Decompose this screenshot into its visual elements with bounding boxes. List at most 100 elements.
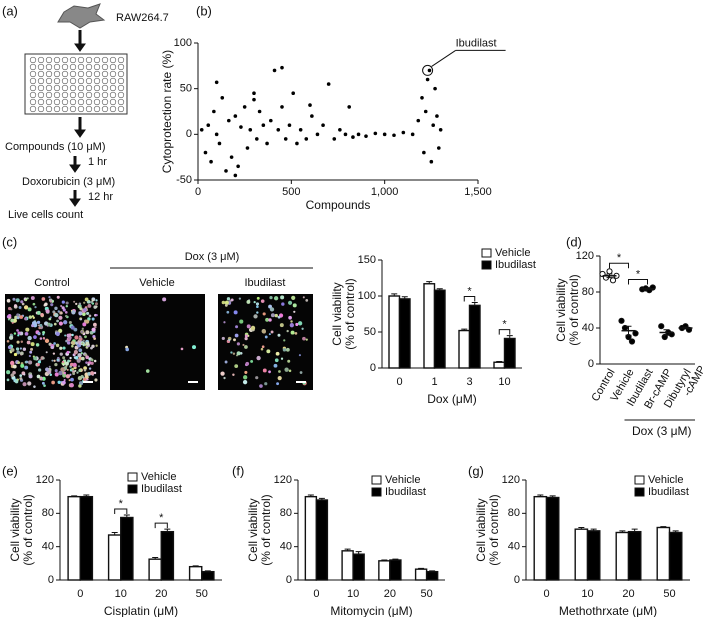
error-bar	[83, 494, 90, 497]
point	[220, 96, 225, 100]
well	[53, 70, 61, 78]
error-bar	[619, 530, 626, 533]
cell-dot	[62, 356, 66, 360]
point	[392, 133, 396, 138]
well	[85, 70, 93, 78]
x-tick-label: 0	[195, 186, 201, 198]
cell-dot	[239, 319, 244, 324]
cell-dot	[242, 380, 248, 385]
cell-dot	[256, 311, 259, 314]
cell-dot	[262, 329, 266, 334]
well	[61, 77, 69, 85]
cell-dot	[297, 321, 303, 326]
error-bar	[663, 329, 670, 336]
cell-dot	[87, 363, 90, 366]
point	[423, 109, 428, 114]
x-tick-label: 1	[431, 376, 437, 388]
error-bar	[111, 532, 118, 535]
well	[93, 84, 101, 92]
y-tick-label: 0	[514, 574, 520, 586]
well	[37, 98, 45, 106]
cell-dot	[38, 368, 42, 372]
point	[227, 118, 231, 123]
cell-dot	[36, 320, 41, 324]
well	[117, 98, 125, 106]
y-tick-label: 80	[42, 507, 54, 519]
y-tick-label: 40	[508, 541, 520, 553]
cell-dot	[40, 377, 43, 381]
cell-dot	[88, 367, 92, 370]
bar	[341, 550, 354, 581]
cell-dot	[280, 357, 284, 360]
cell-dot	[43, 384, 46, 388]
cell-dot	[67, 359, 71, 363]
error-bar	[537, 494, 544, 497]
cell-dot	[256, 296, 260, 300]
cell-dot	[274, 358, 279, 363]
bar	[79, 495, 94, 581]
cell-dot	[80, 330, 84, 334]
cell-dot	[47, 323, 51, 327]
well	[109, 91, 117, 99]
cell-dot	[24, 317, 28, 321]
interval: 12 hr	[88, 191, 113, 203]
cell-dot	[39, 323, 43, 327]
cell-dot	[63, 320, 68, 325]
cell-dot	[6, 370, 11, 375]
well	[69, 70, 77, 78]
error-bar	[204, 570, 211, 572]
x-tick-label: 0	[543, 588, 549, 600]
error-bar	[606, 273, 613, 279]
cell-dot	[281, 302, 285, 306]
cell-dot	[25, 360, 29, 364]
well	[117, 105, 125, 113]
bar	[468, 304, 481, 369]
cell-dot	[41, 376, 46, 381]
cell-dot	[85, 355, 90, 360]
cell-dot	[40, 313, 44, 317]
cell-dot	[50, 303, 54, 307]
point	[269, 118, 273, 123]
legend-swatch	[371, 475, 382, 485]
cell-dot	[15, 347, 20, 351]
cell-dot	[62, 346, 66, 350]
cell-dot	[42, 356, 45, 360]
cell-dot	[6, 298, 11, 303]
cell-dot	[36, 310, 41, 315]
point	[245, 146, 250, 150]
well	[117, 77, 125, 85]
error-bar	[381, 559, 388, 561]
bar	[425, 570, 439, 581]
cell-dot	[54, 312, 59, 318]
error-bar	[418, 567, 425, 570]
cell-dot	[230, 298, 234, 302]
point	[437, 146, 441, 150]
cell-dot	[299, 371, 303, 374]
x-tick-label: 0	[77, 588, 83, 600]
well	[53, 91, 61, 99]
cell-dot	[42, 330, 46, 335]
image-label: Control	[34, 277, 69, 289]
cell-dot	[56, 319, 59, 323]
cell-dot	[93, 371, 97, 375]
cell-dot	[256, 305, 259, 309]
point	[287, 123, 292, 127]
cell-dot	[265, 317, 270, 322]
cell-dot	[28, 360, 33, 365]
well	[77, 98, 85, 106]
cell-dot	[93, 359, 97, 363]
cell-dot	[48, 295, 51, 299]
well	[85, 77, 93, 85]
y-tick-label: 120	[502, 474, 520, 486]
bar	[201, 570, 215, 581]
cell-dot	[6, 378, 10, 382]
cell-dot	[57, 380, 61, 384]
well	[85, 91, 93, 99]
cell-dot	[65, 304, 69, 308]
cell-dot	[61, 300, 65, 304]
point	[433, 86, 437, 91]
cell-dot	[10, 348, 15, 352]
cell-dot	[22, 382, 27, 387]
cell-dot	[44, 338, 50, 343]
cell-dot	[293, 310, 296, 313]
